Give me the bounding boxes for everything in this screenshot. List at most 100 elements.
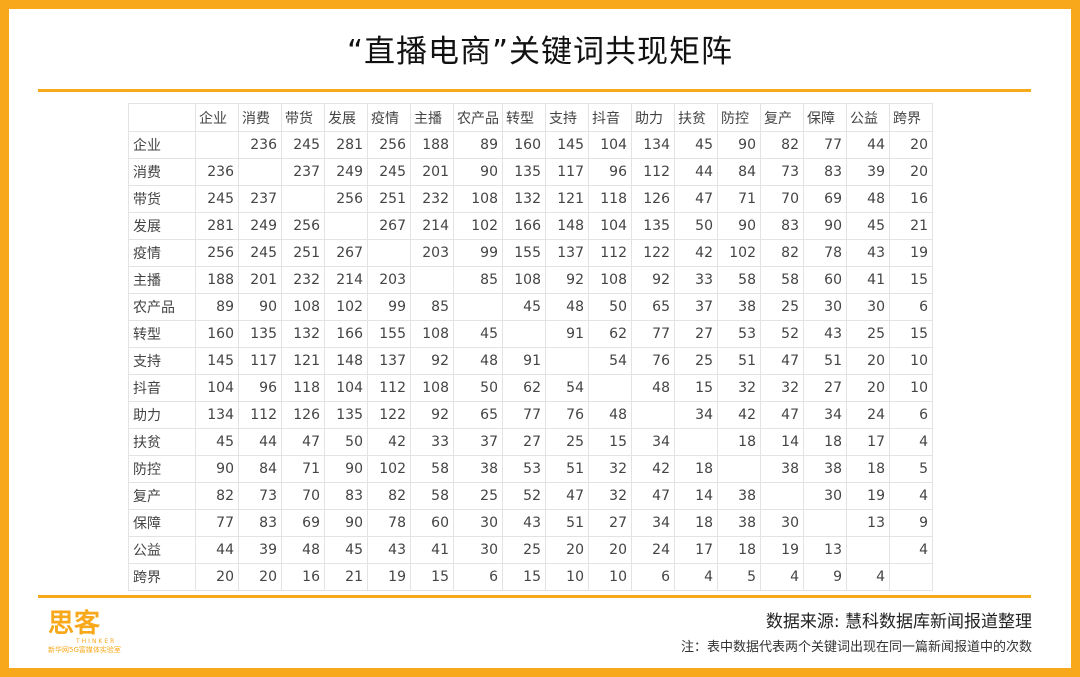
logo-mark: 思客	[48, 609, 101, 639]
table-cell: 24	[846, 401, 890, 429]
table-cell: 47	[760, 401, 804, 429]
table-cell: 104	[588, 131, 632, 159]
table-cell	[195, 131, 239, 159]
table-cell: 78	[367, 509, 411, 537]
table-cell: 13	[803, 536, 847, 564]
table-cell	[846, 536, 890, 564]
table-cell: 118	[588, 185, 632, 213]
table-cell: 249	[238, 212, 282, 240]
table-cell: 92	[631, 266, 675, 294]
table-cell: 33	[674, 266, 718, 294]
table-cell: 30	[453, 536, 503, 564]
table-cell: 90	[717, 212, 761, 240]
table-cell: 38	[717, 482, 761, 510]
table-cell: 214	[410, 212, 454, 240]
table-cell: 188	[410, 131, 454, 159]
table-cell: 32	[588, 455, 632, 483]
table-cell: 77	[195, 509, 239, 537]
table-cell: 73	[238, 482, 282, 510]
table-cell: 83	[760, 212, 804, 240]
table-cell: 53	[717, 320, 761, 348]
table-cell: 25	[453, 482, 503, 510]
table-cell: 245	[367, 158, 411, 186]
table-cell: 15	[502, 563, 546, 591]
logo-subtitle: THINKER	[76, 638, 117, 645]
table-cell: 91	[545, 320, 589, 348]
table-cell: 155	[367, 320, 411, 348]
table-cell: 27	[674, 320, 718, 348]
table-cell: 112	[367, 374, 411, 402]
table-cell: 25	[760, 293, 804, 321]
table-cell: 126	[631, 185, 675, 213]
table-cell: 4	[760, 563, 804, 591]
table-row: 消费 236 237 249 245 201 90 135 117 96 112 44 84 73 83 39…	[128, 158, 933, 186]
row-header: 公益	[128, 536, 196, 564]
table-cell	[631, 401, 675, 429]
table-cell: 6	[453, 563, 503, 591]
table-cell: 25	[545, 428, 589, 456]
row-header: 发展	[128, 212, 196, 240]
column-header: 保障	[803, 103, 847, 132]
table-cell	[324, 212, 368, 240]
table-cell: 77	[502, 401, 546, 429]
table-cell: 20	[889, 158, 933, 186]
table-cell: 30	[453, 509, 503, 537]
table-cell: 122	[367, 401, 411, 429]
table-cell: 90	[453, 158, 503, 186]
table-cell: 102	[717, 239, 761, 267]
table-row: 防控 90 84 71 90 102 58 38 53 51 32 42 18 38 38 18 5	[128, 455, 933, 483]
table-row: 企业 236 245 281 256 188 89 160 145 104 134 45 90 82 77 4…	[128, 131, 933, 159]
table-cell: 134	[195, 401, 239, 429]
table-cell: 20	[588, 536, 632, 564]
table-cell	[674, 428, 718, 456]
table-cell: 188	[195, 266, 239, 294]
table-cell: 15	[410, 563, 454, 591]
table-cell: 5	[889, 455, 933, 483]
table-cell: 20	[889, 131, 933, 159]
table-cell: 76	[545, 401, 589, 429]
table-cell: 166	[324, 320, 368, 348]
table-cell: 82	[760, 239, 804, 267]
table-cell: 39	[238, 536, 282, 564]
column-header: 转型	[502, 103, 546, 132]
table-cell: 48	[281, 536, 325, 564]
table-cell: 34	[631, 509, 675, 537]
table-cell: 42	[674, 239, 718, 267]
table-cell: 20	[846, 347, 890, 375]
table-cell: 214	[324, 266, 368, 294]
table-cell: 41	[846, 266, 890, 294]
table-row: 跨界 20 20 16 21 19 15 6 15 10 10 6 4 5 4 9 4	[128, 563, 933, 591]
row-header: 农产品	[128, 293, 196, 321]
table-cell: 281	[195, 212, 239, 240]
table-row: 抖音 104 96 118 104 112 108 50 62 54 48 15 32 32 27 20 10	[128, 374, 933, 402]
table-cell: 71	[717, 185, 761, 213]
table-cell: 76	[631, 347, 675, 375]
table-cell: 108	[502, 266, 546, 294]
table-cell: 90	[195, 455, 239, 483]
table-cell: 37	[453, 428, 503, 456]
row-header: 跨界	[128, 563, 196, 591]
table-cell: 83	[324, 482, 368, 510]
table-cell: 121	[281, 347, 325, 375]
table-cell: 117	[238, 347, 282, 375]
table-cell	[588, 374, 632, 402]
table-cell: 24	[631, 536, 675, 564]
table-cell: 42	[717, 401, 761, 429]
table-cell: 145	[195, 347, 239, 375]
column-header: 支持	[545, 103, 589, 132]
table-cell: 82	[367, 482, 411, 510]
table-cell: 134	[631, 131, 675, 159]
row-header: 转型	[128, 320, 196, 348]
row-header: 支持	[128, 347, 196, 375]
table-cell: 44	[674, 158, 718, 186]
table-cell: 245	[281, 131, 325, 159]
table-cell: 82	[760, 131, 804, 159]
row-header: 主播	[128, 266, 196, 294]
header-row: 企业 消费 带货 发展 疫情 主播 农产品 转型 支持 抖音 助力 扶贫 防控 复产 保障 公益 跨界	[128, 103, 933, 132]
table-cell: 41	[410, 536, 454, 564]
table-cell: 45	[195, 428, 239, 456]
table-cell: 30	[803, 293, 847, 321]
table-cell: 145	[545, 131, 589, 159]
table-cell: 92	[410, 401, 454, 429]
table-cell: 18	[717, 536, 761, 564]
